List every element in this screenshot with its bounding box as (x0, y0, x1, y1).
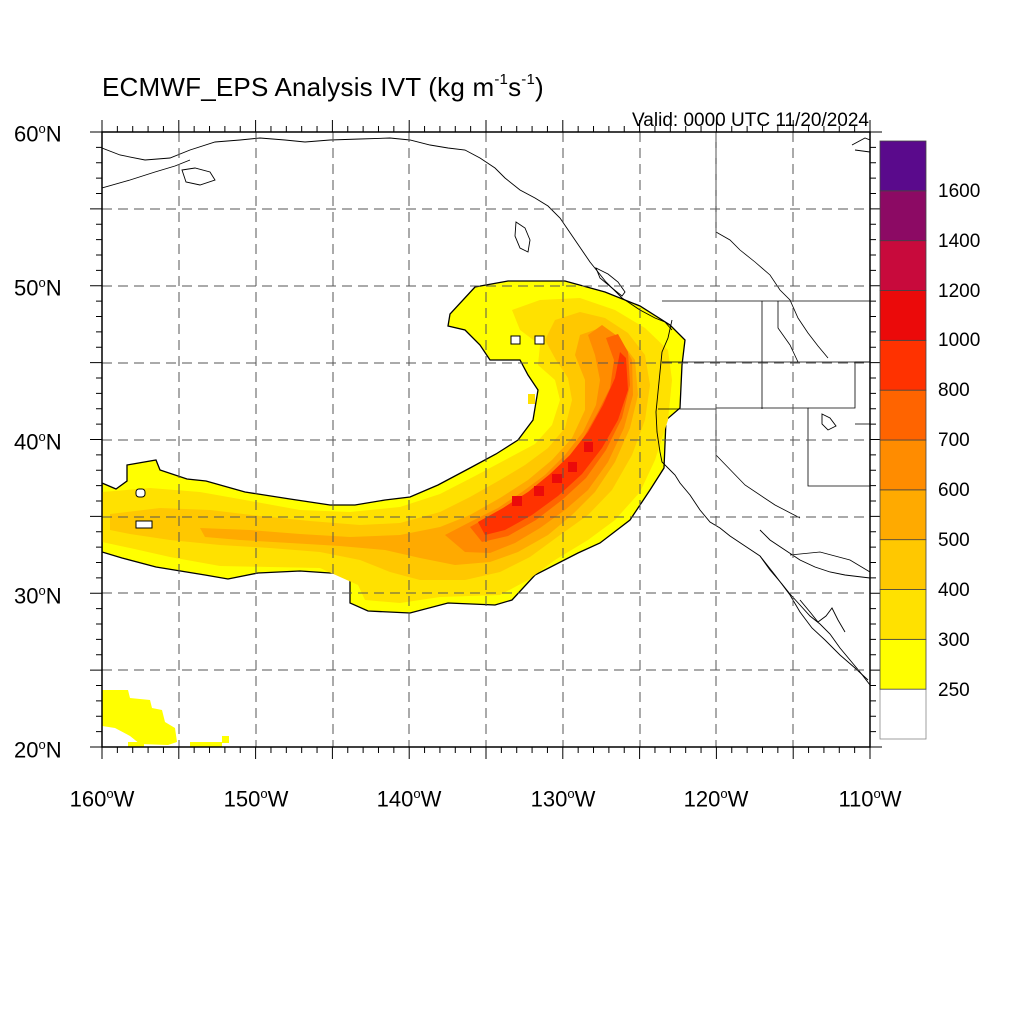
colorbar-label-400: 400 (938, 580, 970, 601)
colorbar-box (879, 240, 927, 291)
lon-label-140w: 140oW (376, 786, 442, 812)
colorbar-box (879, 638, 927, 690)
lat-label-30n: 30oN (14, 583, 62, 609)
chart-title: ECMWF_EPS Analysis IVT (kg m-1s-1) (102, 71, 544, 102)
colorbar-label-1600: 1600 (938, 181, 981, 202)
colorbar-label-250: 250 (938, 680, 970, 701)
colorbar-label-500: 500 (938, 530, 970, 551)
colorbar-label-1000: 1000 (938, 330, 981, 351)
colorbar-label-700: 700 (938, 430, 970, 451)
colorbar-box (879, 339, 927, 391)
colorbar-label-300: 300 (938, 630, 970, 651)
colorbar-box (879, 389, 927, 441)
colorbar-box (879, 539, 927, 590)
lat-label-20n: 20oN (14, 737, 62, 763)
colorbar-label-600: 600 (938, 480, 970, 501)
valid-time-label: Valid: 0000 UTC 11/20/2024 (632, 110, 869, 131)
colorbar-box (879, 140, 927, 192)
political-boundaries (658, 132, 870, 573)
lat-label-60n: 60oN (14, 121, 62, 147)
lon-label-150w: 150oW (223, 786, 289, 812)
grid-lines (102, 132, 870, 747)
colorbar-label-800: 800 (938, 380, 970, 401)
lat-label-50n: 50oN (14, 275, 62, 301)
colorbar-box (879, 688, 927, 740)
axis-ticks (90, 120, 882, 759)
lon-label-160w: 160oW (69, 786, 135, 812)
colorbar-box (879, 290, 927, 341)
colorbar-box (879, 489, 927, 541)
colorbar-label-1400: 1400 (938, 231, 981, 252)
lat-label-40n: 40oN (14, 429, 62, 455)
colorbar-box (879, 190, 927, 242)
colorbar-box (879, 589, 927, 640)
lon-label-130w: 130oW (530, 786, 596, 812)
coastlines (102, 137, 870, 686)
colorbar (879, 140, 927, 740)
lon-label-120w: 120oW (683, 786, 749, 812)
lon-label-110w: 110oW (838, 786, 902, 812)
colorbar-label-1200: 1200 (938, 281, 981, 302)
colorbar-box (879, 439, 927, 491)
